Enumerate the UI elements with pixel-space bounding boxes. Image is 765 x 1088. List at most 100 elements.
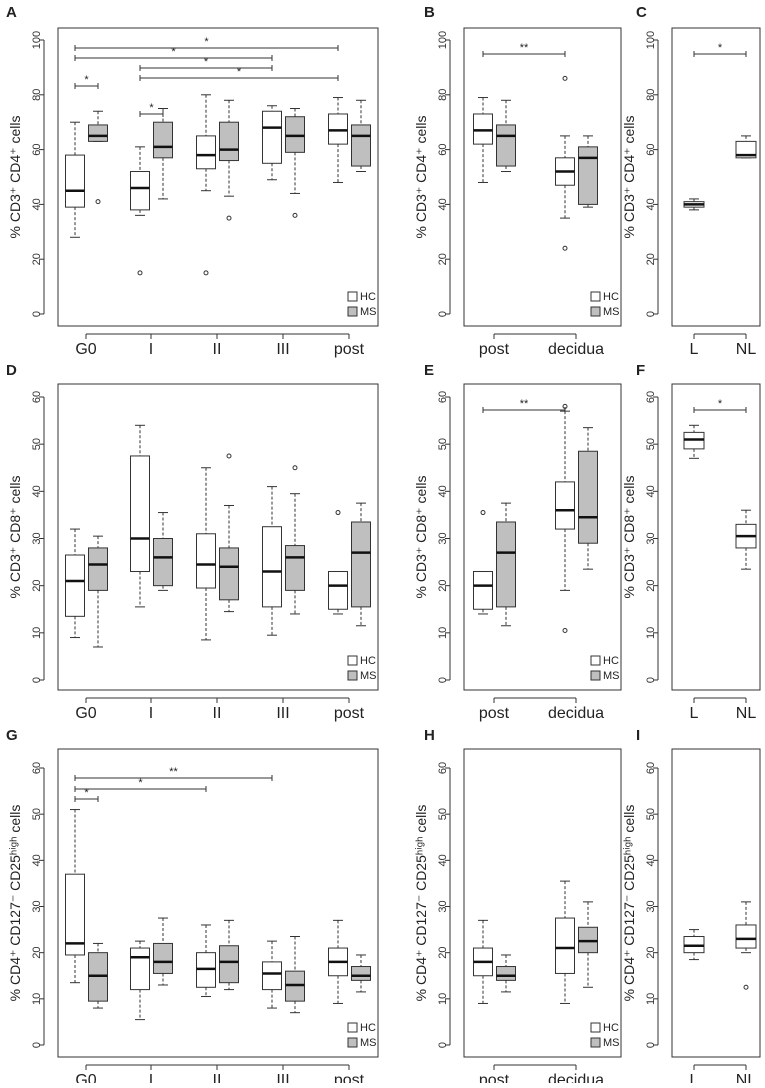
box-HC-III bbox=[262, 940, 282, 1009]
box-MS-III bbox=[285, 936, 305, 1014]
panel-label: E bbox=[424, 362, 434, 379]
y-tick-label: 10 bbox=[645, 993, 657, 1005]
box-single-NL bbox=[735, 135, 757, 159]
significance-label: * bbox=[237, 66, 242, 78]
x-category-label: I bbox=[149, 341, 153, 358]
box-MS-G0 bbox=[88, 942, 108, 1009]
y-tick-label: 50 bbox=[645, 438, 657, 450]
significance-label: * bbox=[138, 777, 143, 789]
outlier-point bbox=[562, 627, 568, 633]
iqr-box bbox=[65, 873, 85, 956]
y-tick-label: 40 bbox=[31, 198, 43, 210]
iqr-box bbox=[65, 154, 85, 208]
iqr-box bbox=[153, 121, 173, 159]
y-tick-label: 30 bbox=[437, 900, 449, 912]
significance-label: * bbox=[84, 74, 89, 86]
y-tick-label: 0 bbox=[437, 677, 449, 683]
box-HC-post bbox=[473, 510, 493, 615]
x-category-label: II bbox=[213, 1072, 222, 1083]
outlier-point bbox=[95, 199, 101, 205]
iqr-box bbox=[196, 533, 216, 589]
legend-label-hc: HC bbox=[360, 655, 376, 667]
panel-label: C bbox=[636, 4, 647, 21]
x-category-label: L bbox=[690, 1072, 699, 1083]
legend-swatch-ms bbox=[590, 670, 601, 681]
y-tick-label: 20 bbox=[437, 580, 449, 592]
y-tick-label: 50 bbox=[31, 808, 43, 820]
y-tick-label: 0 bbox=[31, 1042, 43, 1048]
legend-label-hc: HC bbox=[360, 291, 376, 303]
legend-swatch-hc bbox=[590, 1022, 601, 1033]
y-tick-label: 100 bbox=[437, 31, 449, 49]
y-tick-label: 60 bbox=[645, 391, 657, 403]
box-HC-post bbox=[328, 97, 348, 183]
panel-H: H 0 10 20 30 40 50 60 % CD4⁺ CD127⁻ CD25ʰⁱᵍʰ cel… bbox=[413, 727, 622, 1088]
y-tick-label: 60 bbox=[645, 143, 657, 155]
y-tick-label: 10 bbox=[31, 993, 43, 1005]
iqr-box bbox=[351, 124, 371, 167]
iqr-box bbox=[219, 547, 239, 601]
y-axis-label: % CD4⁺ CD127⁻ CD25ʰⁱᵍʰ cells bbox=[621, 805, 637, 1002]
plot-frame bbox=[57, 27, 379, 327]
box-MS-post bbox=[351, 99, 371, 173]
box-single-L bbox=[683, 929, 705, 961]
panel-label: D bbox=[6, 362, 17, 379]
y-tick-label: 20 bbox=[437, 947, 449, 959]
plot-frame bbox=[463, 383, 622, 691]
y-tick-label: 20 bbox=[645, 580, 657, 592]
y-tick-label: 60 bbox=[31, 762, 43, 774]
iqr-box bbox=[496, 521, 516, 608]
legend-label-hc: HC bbox=[603, 1022, 619, 1034]
iqr-box bbox=[473, 113, 493, 145]
legend-swatch-ms bbox=[347, 670, 358, 681]
legend: HC MS bbox=[347, 291, 377, 318]
significance-label: ** bbox=[169, 766, 178, 778]
x-category-label: decidua bbox=[548, 705, 604, 722]
iqr-box bbox=[153, 538, 173, 587]
y-tick-label: 40 bbox=[437, 854, 449, 866]
iqr-box bbox=[88, 547, 108, 591]
y-tick-label: 30 bbox=[437, 532, 449, 544]
outlier-point bbox=[562, 245, 568, 251]
plot-frame bbox=[671, 383, 761, 691]
x-category-label: NL bbox=[736, 1072, 757, 1083]
box-MS-II bbox=[219, 453, 239, 613]
box-HC-G0 bbox=[65, 809, 85, 984]
y-tick-label: 0 bbox=[437, 1042, 449, 1048]
y-axis-label: % CD3⁺ CD4⁺ cells bbox=[621, 116, 637, 239]
y-axis-label: % CD3⁺ CD4⁺ cells bbox=[413, 116, 429, 239]
x-category-label: L bbox=[690, 705, 699, 722]
x-category-label: post bbox=[479, 1072, 510, 1083]
legend: HC MS bbox=[590, 291, 620, 318]
x-category-label: post bbox=[334, 1072, 365, 1083]
box-MS-post bbox=[351, 502, 371, 627]
box-MS-decidua bbox=[578, 135, 598, 208]
box-MS-decidua bbox=[578, 901, 598, 988]
y-tick-label: 0 bbox=[645, 311, 657, 317]
iqr-box bbox=[555, 481, 575, 530]
y-tick-label: 60 bbox=[437, 762, 449, 774]
significance-label: * bbox=[204, 36, 209, 48]
box-HC-decidua bbox=[555, 880, 575, 1004]
legend-label-ms: MS bbox=[603, 1037, 620, 1049]
panel-B: B 0 20 40 60 80 100 % CD3⁺ CD4⁺ cells post decidu… bbox=[413, 4, 622, 358]
y-tick-label: 50 bbox=[437, 808, 449, 820]
iqr-box bbox=[578, 146, 598, 205]
legend-label-ms: MS bbox=[360, 670, 377, 682]
outlier-point bbox=[743, 984, 749, 990]
box-HC-post bbox=[473, 97, 493, 183]
iqr-box bbox=[285, 545, 305, 591]
significance-bracket: * bbox=[139, 102, 164, 117]
y-tick-label: 10 bbox=[437, 627, 449, 639]
significance-label: * bbox=[718, 42, 723, 54]
y-tick-label: 20 bbox=[31, 580, 43, 592]
y-tick-label: 100 bbox=[31, 31, 43, 49]
box-single-NL bbox=[735, 901, 757, 990]
significance-bracket: * bbox=[74, 787, 99, 802]
y-axis-label: % CD3⁺ CD8⁺ cells bbox=[413, 476, 429, 599]
x-category-label: G0 bbox=[75, 705, 96, 722]
x-category-label: L bbox=[690, 341, 699, 358]
